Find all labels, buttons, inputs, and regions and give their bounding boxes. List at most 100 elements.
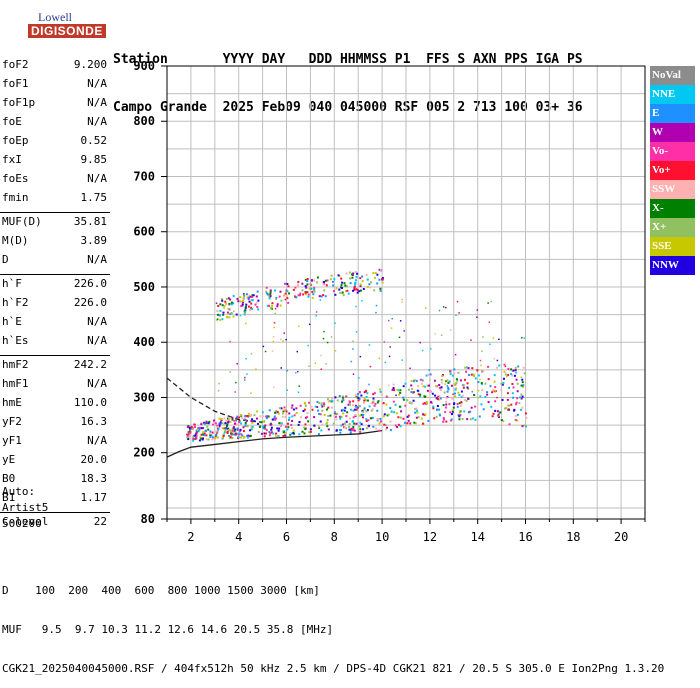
data-point — [416, 409, 419, 412]
data-point — [225, 426, 228, 429]
data-point — [279, 424, 282, 427]
data-point — [352, 289, 355, 292]
data-point — [192, 434, 195, 437]
data-point — [493, 380, 496, 383]
data-point — [402, 417, 405, 420]
data-point — [187, 432, 190, 435]
y-tick-label: 700 — [133, 169, 155, 183]
data-point — [205, 422, 208, 425]
data-point — [355, 288, 358, 291]
data-point — [251, 296, 254, 299]
param-value: N/A — [87, 172, 107, 185]
distance-row: D 100 200 400 600 800 1000 1500 3000 [km… — [2, 584, 320, 597]
data-point — [283, 294, 286, 297]
data-point — [286, 428, 289, 431]
data-point — [196, 432, 199, 435]
param-label: yF1 — [2, 434, 22, 447]
data-point — [520, 384, 523, 387]
data-point — [188, 431, 191, 434]
data-point — [234, 428, 237, 431]
data-point — [408, 401, 411, 404]
data-point — [383, 413, 386, 416]
data-point — [340, 409, 343, 412]
data-point — [223, 431, 226, 434]
data-point — [202, 430, 205, 433]
y-tick-label: 200 — [133, 446, 155, 460]
data-point — [295, 372, 297, 374]
data-point — [493, 374, 496, 377]
data-point — [384, 361, 386, 364]
data-point — [505, 406, 508, 409]
data-point — [247, 305, 250, 308]
data-point — [250, 414, 253, 417]
data-point — [514, 418, 517, 421]
data-point — [454, 388, 457, 391]
data-point — [284, 431, 287, 434]
data-point — [244, 414, 247, 417]
data-point — [211, 438, 214, 441]
data-point — [193, 423, 196, 426]
data-point — [271, 424, 274, 427]
data-point — [521, 395, 524, 398]
data-point — [365, 427, 368, 430]
data-point — [394, 403, 397, 406]
data-point — [451, 397, 454, 400]
data-point — [442, 417, 445, 420]
data-point — [438, 414, 441, 417]
data-point — [291, 415, 294, 418]
data-point — [304, 293, 307, 296]
data-point — [213, 419, 216, 422]
y-tick-label: 900 — [133, 59, 155, 73]
data-point — [280, 407, 283, 410]
param-row: foF2 9.200 — [0, 58, 110, 77]
data-point — [464, 399, 467, 402]
data-point — [227, 297, 230, 300]
data-point — [234, 422, 237, 425]
data-point — [320, 354, 322, 357]
data-point — [244, 305, 247, 308]
data-point — [417, 416, 420, 419]
data-point — [234, 420, 237, 423]
param-value: 35.81 — [73, 215, 107, 228]
data-point — [351, 420, 354, 423]
data-point — [235, 423, 238, 426]
data-point — [224, 430, 227, 433]
data-point — [304, 291, 307, 294]
data-point — [355, 331, 358, 333]
data-point — [307, 293, 310, 296]
data-point — [437, 398, 440, 401]
data-point — [343, 282, 346, 285]
data-point — [232, 295, 235, 298]
data-point — [326, 421, 329, 424]
data-point — [331, 400, 334, 403]
auto-label: Auto: — [2, 485, 36, 498]
data-point — [243, 313, 246, 316]
data-point — [389, 346, 391, 348]
param-label: hmE — [2, 396, 22, 409]
data-point — [265, 428, 268, 431]
data-point — [502, 382, 505, 385]
data-point — [344, 406, 347, 409]
data-point — [287, 418, 290, 421]
data-point — [265, 290, 268, 293]
data-point — [229, 313, 232, 316]
data-point — [507, 374, 510, 377]
data-point — [355, 408, 358, 411]
data-point — [295, 296, 298, 299]
data-point — [308, 431, 311, 434]
data-point — [520, 397, 523, 400]
data-point — [216, 424, 219, 427]
data-point — [463, 378, 466, 381]
data-point — [412, 380, 415, 383]
data-point — [334, 322, 336, 324]
param-row: h`F 226.0 — [0, 277, 110, 296]
data-point — [301, 430, 304, 433]
data-point — [445, 420, 448, 423]
param-label: h`E — [2, 315, 22, 328]
data-point — [313, 288, 316, 291]
data-point — [417, 385, 420, 388]
data-point — [250, 299, 253, 302]
data-point — [455, 314, 457, 316]
data-point — [315, 314, 317, 317]
data-point — [242, 301, 245, 304]
